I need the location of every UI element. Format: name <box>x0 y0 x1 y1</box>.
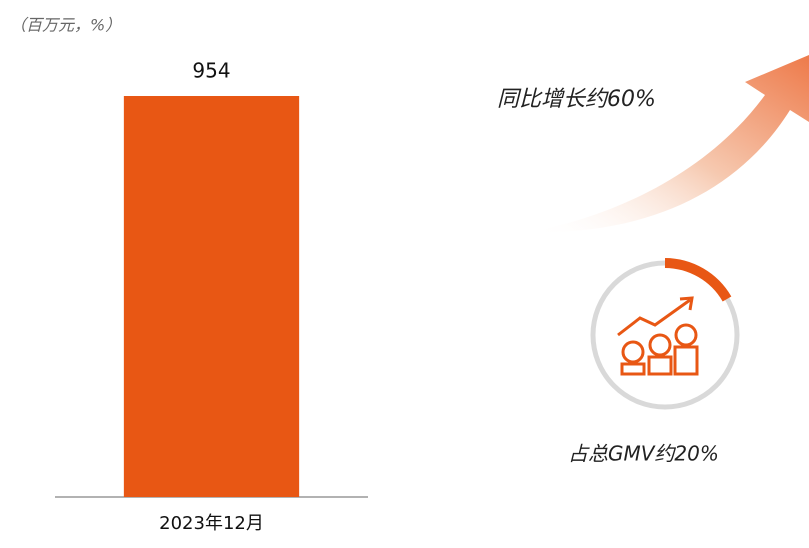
bar <box>123 96 300 497</box>
share-arc <box>664 258 732 302</box>
growth-annotation: 同比增长约60% <box>497 87 656 112</box>
money-icon <box>617 296 699 376</box>
x-tick-label: 2023年12月 <box>159 513 264 534</box>
unit-label: （百万元，%） <box>10 16 121 35</box>
value-label: 954 <box>192 59 230 83</box>
share-annotation: 占总GMV约20% <box>568 442 719 466</box>
growth-arrow <box>530 55 809 233</box>
